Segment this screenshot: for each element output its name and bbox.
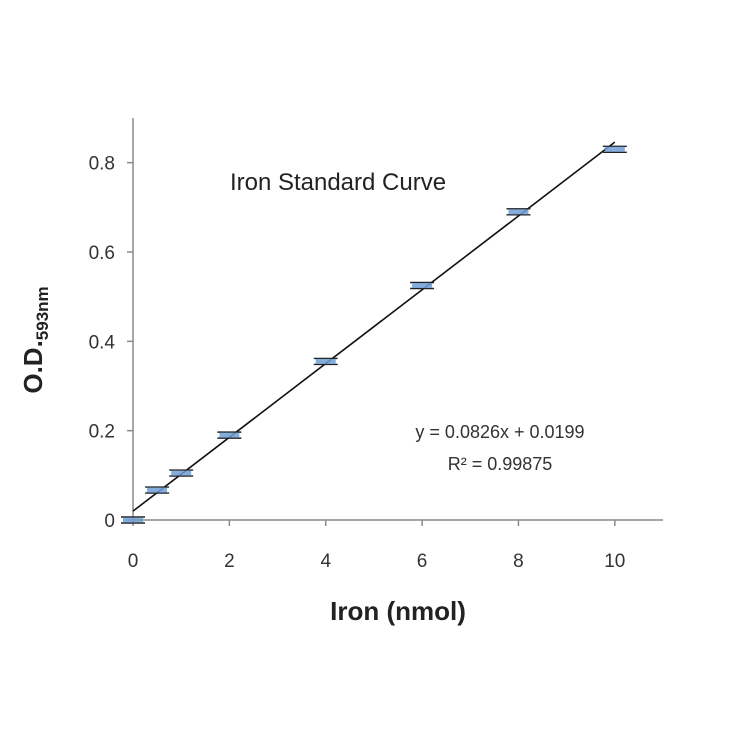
data-point-marker bbox=[315, 358, 336, 364]
x-axis-ticks: 0 2 4 6 8 10 bbox=[128, 520, 625, 572]
x-axis-title: Iron (nmol) bbox=[330, 596, 466, 626]
y-tick-label: 0.4 bbox=[89, 332, 116, 353]
data-point-marker bbox=[508, 209, 529, 215]
data-point bbox=[217, 431, 242, 439]
x-tick-label: 10 bbox=[604, 551, 625, 572]
x-tick-label: 6 bbox=[417, 551, 428, 572]
x-tick-label: 2 bbox=[224, 551, 235, 572]
y-axis-title: O.D.593nm bbox=[18, 286, 52, 393]
data-point-marker bbox=[412, 283, 433, 288]
x-tick-label: 0 bbox=[128, 551, 139, 572]
trendline bbox=[132, 141, 616, 512]
data-point bbox=[121, 516, 145, 524]
plot-area: 0 0.2 0.4 0.6 0.8 0 2 4 6 8 10 bbox=[89, 118, 663, 572]
r-squared-label: R² = 0.99875 bbox=[448, 454, 553, 474]
y-axis-ticks: 0 0.2 0.4 0.6 0.8 bbox=[89, 154, 133, 532]
data-point bbox=[169, 469, 194, 477]
y-tick-label: 0.2 bbox=[89, 422, 115, 443]
data-point-marker bbox=[171, 470, 192, 476]
y-axis-title-subscript: 593nm bbox=[33, 286, 52, 340]
trendline-layer bbox=[132, 141, 616, 512]
y-tick-label: 0.8 bbox=[89, 154, 115, 175]
x-tick-label: 8 bbox=[513, 551, 524, 572]
data-point bbox=[145, 486, 170, 494]
data-point bbox=[313, 357, 338, 366]
data-point bbox=[602, 145, 627, 153]
data-point-marker bbox=[123, 517, 143, 523]
y-tick-label: 0.6 bbox=[89, 243, 115, 264]
data-points-layer bbox=[121, 145, 627, 524]
y-tick-label: 0 bbox=[104, 511, 115, 532]
y-axis-title-main: O.D. bbox=[18, 340, 48, 393]
data-point-marker bbox=[219, 432, 240, 438]
chart-title: Iron Standard Curve bbox=[230, 169, 446, 196]
data-point-marker bbox=[147, 487, 168, 493]
trendline-equation: y = 0.0826x + 0.0199 bbox=[415, 422, 584, 442]
x-tick-label: 4 bbox=[320, 551, 331, 572]
data-point bbox=[410, 281, 435, 290]
data-point-marker bbox=[604, 146, 625, 152]
data-point bbox=[506, 208, 531, 216]
